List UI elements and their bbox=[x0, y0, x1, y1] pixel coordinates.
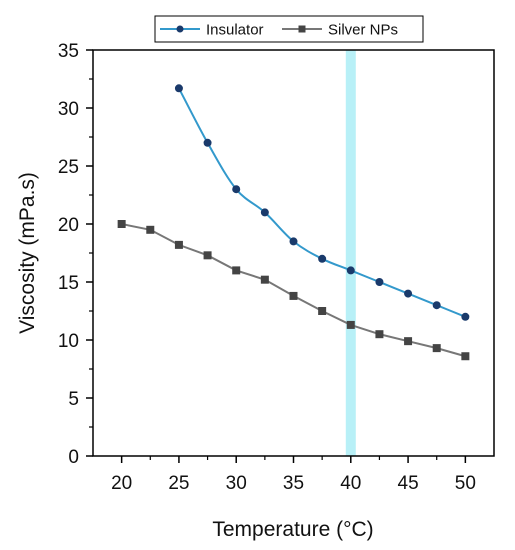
x-tick-label: 35 bbox=[283, 473, 304, 494]
y-tick-label: 15 bbox=[58, 273, 79, 294]
data-point bbox=[146, 225, 155, 234]
data-point bbox=[432, 344, 441, 353]
data-point bbox=[232, 266, 241, 275]
legend: Insulator Silver NPs bbox=[154, 15, 424, 43]
data-point bbox=[375, 330, 384, 339]
data-point bbox=[260, 208, 269, 217]
y-tick-label: 5 bbox=[68, 389, 79, 410]
highlight-band bbox=[345, 50, 356, 456]
data-point bbox=[318, 254, 327, 263]
x-axis-title: Temperature (°C) bbox=[212, 518, 373, 541]
legend-marker bbox=[298, 25, 306, 33]
data-point bbox=[461, 312, 470, 321]
data-point bbox=[289, 237, 298, 246]
data-point bbox=[203, 138, 212, 147]
x-tick-label: 30 bbox=[226, 473, 247, 494]
data-point bbox=[404, 289, 413, 298]
data-point bbox=[174, 240, 183, 249]
y-axis-title: Viscosity (mPa.s) bbox=[16, 172, 39, 334]
y-tick-label: 35 bbox=[58, 41, 79, 62]
plot-frame bbox=[92, 49, 495, 457]
y-tick-label: 25 bbox=[58, 157, 79, 178]
legend-label: Insulator bbox=[206, 22, 264, 39]
legend-marker bbox=[176, 25, 184, 33]
legend-label: Silver NPs bbox=[328, 22, 398, 39]
x-tick-label: 25 bbox=[168, 473, 189, 494]
y-tick-label: 20 bbox=[58, 215, 79, 236]
data-point bbox=[232, 185, 241, 194]
data-point bbox=[461, 352, 470, 361]
x-tick-label: 50 bbox=[455, 473, 476, 494]
series-insulator bbox=[174, 84, 470, 321]
data-point bbox=[346, 320, 355, 329]
data-point bbox=[318, 307, 327, 315]
data-point bbox=[174, 84, 183, 93]
series-layer bbox=[117, 84, 470, 361]
data-point bbox=[260, 275, 269, 284]
x-axis: 20 25 30 35 40 45 50 bbox=[111, 456, 476, 494]
y-tick-label: 0 bbox=[68, 447, 79, 468]
data-point bbox=[404, 337, 413, 346]
legend-item: Insulator bbox=[160, 22, 264, 39]
data-point bbox=[289, 291, 298, 300]
y-tick-label: 30 bbox=[58, 99, 79, 120]
data-point bbox=[117, 220, 126, 228]
data-point bbox=[375, 278, 384, 286]
x-tick-label: 40 bbox=[340, 473, 361, 494]
y-tick-label: 10 bbox=[58, 331, 79, 352]
series-line bbox=[178, 87, 466, 318]
data-point bbox=[203, 251, 212, 260]
series-silver-nps bbox=[117, 220, 470, 361]
data-point bbox=[346, 266, 355, 275]
x-tick-label: 45 bbox=[398, 473, 419, 494]
x-tick-label: 20 bbox=[111, 473, 132, 494]
legend-item: Silver NPs bbox=[282, 22, 398, 39]
y-axis: 0 5 10 15 20 25 30 35 bbox=[58, 41, 93, 468]
data-point bbox=[432, 301, 441, 310]
